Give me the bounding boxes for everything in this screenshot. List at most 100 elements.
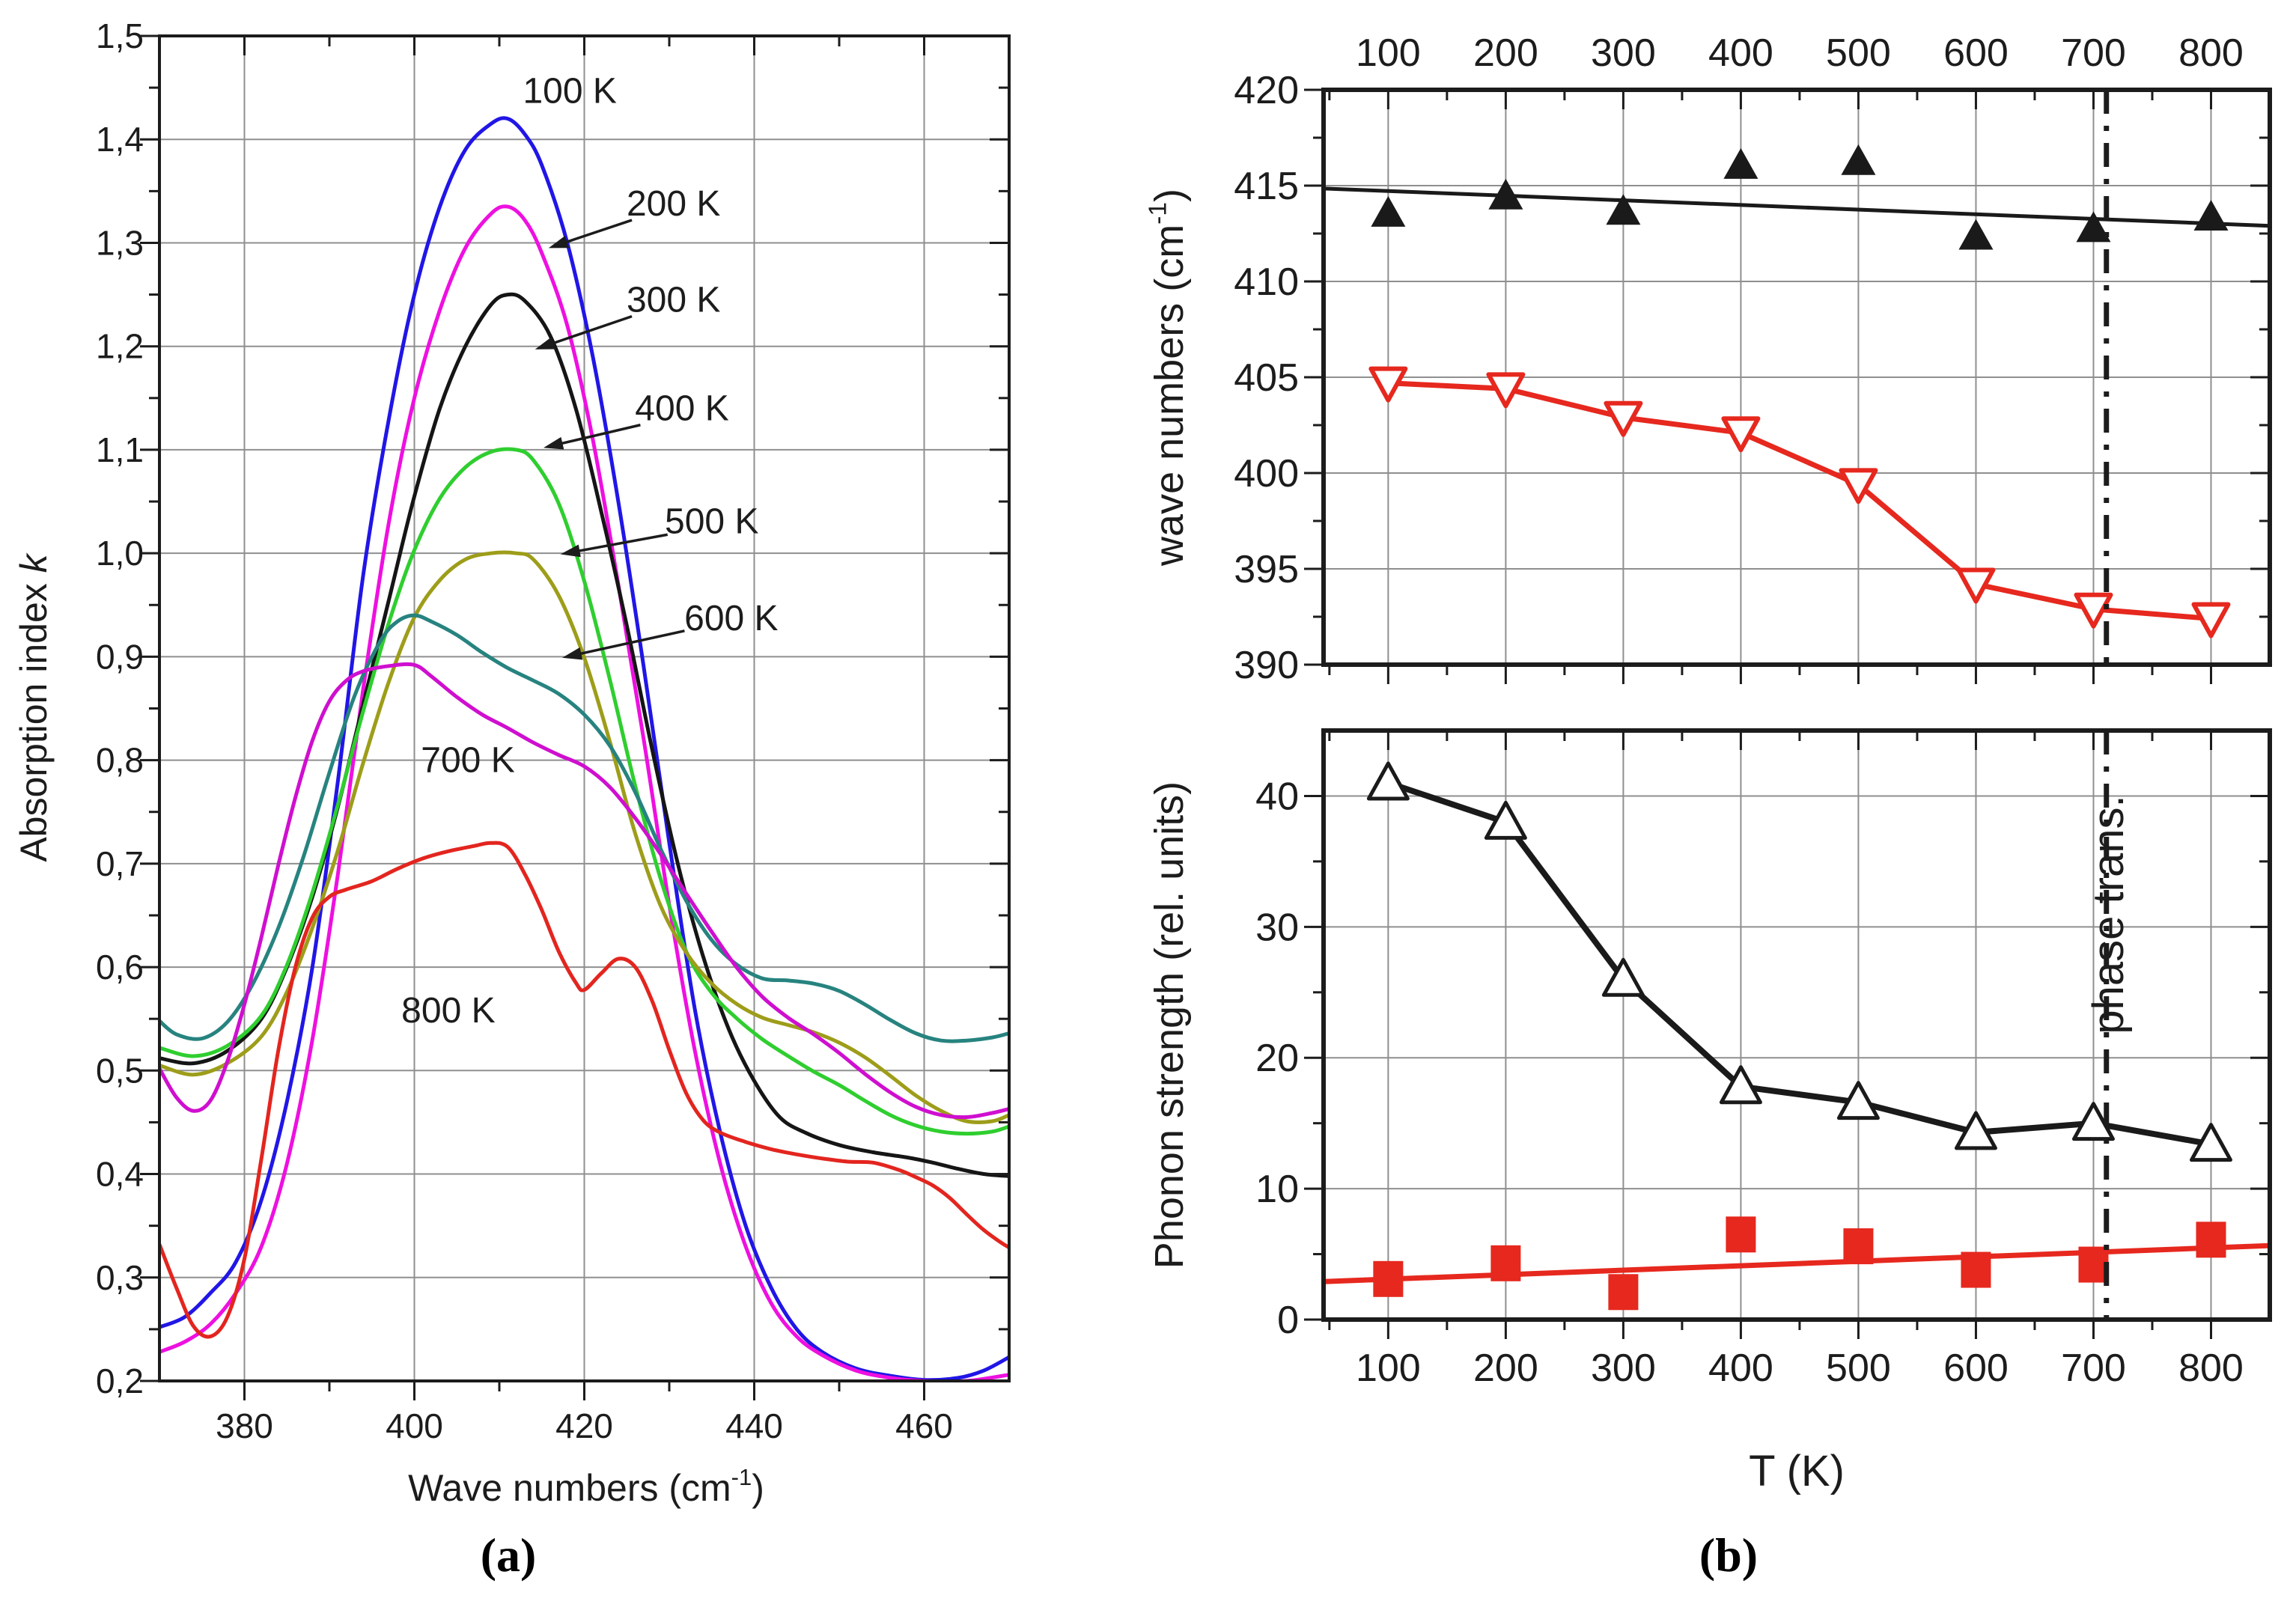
temp-label: 300 K	[627, 280, 720, 320]
b-y-tick: 415	[1234, 165, 1299, 208]
triangle-up-filled-marker	[1606, 194, 1641, 225]
panel-b-bottom-y-label: Phonon strength (rel. units)	[1147, 781, 1192, 1269]
square-filled-marker	[1373, 1260, 1404, 1297]
triangle-down-open-marker	[1604, 400, 1643, 437]
temp-label: 500 K	[665, 501, 758, 541]
triangle-up-open-marker	[1484, 800, 1527, 840]
spectra-curves	[159, 116, 1009, 1381]
curve-400-K	[159, 447, 1009, 1136]
panel-a-y-tick: 0,7	[96, 844, 144, 883]
b-bottom-x-tick: 300	[1591, 1347, 1656, 1390]
curve-800-K	[159, 841, 1009, 1339]
b-top-x-tick: 500	[1826, 31, 1891, 75]
triangle-down-open-marker	[1839, 468, 1878, 504]
phase-trans-label: phase trans.	[2084, 795, 2133, 1034]
b-bottom-x-tick: 600	[1943, 1347, 2009, 1390]
panel-a-caption: (a)	[480, 1528, 537, 1582]
panel-a-y-tick: 1,5	[96, 16, 144, 55]
black-filled-triangles	[1371, 144, 2229, 250]
b-bottom-x-tick: 400	[1708, 1347, 1773, 1390]
black-open-triangles	[1366, 761, 2232, 1162]
b-y-tick: 390	[1234, 644, 1299, 687]
panel-a-y-tick: 0,8	[96, 741, 144, 780]
panel-b-top: 100 200 300 400 500 600 700 800 390 395 400 405 410 4…	[1144, 31, 2272, 687]
triangle-up-open-marker	[1954, 1111, 1997, 1150]
triangle-down-open-marker	[2074, 592, 2113, 629]
b-y-tick: 405	[1234, 356, 1299, 400]
square-filled-marker	[1961, 1251, 1991, 1288]
series-line	[1388, 380, 2211, 622]
b-top-x-tick: 300	[1591, 31, 1656, 75]
triangle-up-open-marker	[1366, 761, 1410, 801]
triangle-up-filled-marker	[1371, 195, 1406, 227]
triangle-up-filled-marker	[1723, 147, 1758, 179]
b-y-tick: 0	[1277, 1299, 1299, 1342]
b-bottom-x-tick: 500	[1826, 1347, 1891, 1390]
square-filled-marker	[1726, 1216, 1756, 1253]
curve-200-K	[159, 204, 1009, 1381]
b-top-x-tick: 600	[1943, 31, 2009, 75]
triangle-down-open-marker	[1721, 416, 1761, 453]
triangle-down-open-marker	[2191, 602, 2231, 638]
triangle-down-open-marker	[1486, 372, 1526, 409]
temp-label: 400 K	[635, 389, 728, 429]
series-line	[1387, 780, 2212, 1147]
triangle-up-filled-marker	[1958, 219, 1994, 250]
panel-a-y-label: Absorption index k	[13, 552, 55, 862]
temp-label: 100 K	[523, 71, 616, 111]
b-y-tick: 395	[1234, 548, 1299, 591]
triangle-up-open-marker	[1836, 1081, 1880, 1120]
panel-a-x-tick: 400	[386, 1406, 443, 1445]
panel-a-y-tick: 1,2	[96, 327, 144, 366]
fit-line	[1323, 186, 2271, 228]
b-y-tick: 40	[1255, 775, 1299, 818]
b-top-x-tick: 700	[2061, 31, 2126, 75]
curve-500-K	[159, 550, 1009, 1124]
panel-a-y-tick: 0,3	[96, 1258, 144, 1297]
triangle-down-open-marker	[1956, 567, 1996, 604]
triangle-up-filled-marker	[2193, 199, 2229, 231]
temperature-labels: 100 K 200 K 300 K 400 K 500 K 600 K 700 K 800 K	[401, 71, 778, 1031]
panel-a-y-tick: 1,4	[96, 120, 144, 159]
temp-label: 200 K	[627, 184, 720, 224]
b-y-tick: 410	[1234, 260, 1299, 304]
panel-a-x-label: Wave numbers (cm-1)	[408, 1464, 764, 1509]
triangle-up-filled-marker	[2076, 211, 2111, 243]
b-top-x-tick: 800	[2178, 31, 2244, 75]
b-y-tick: 20	[1255, 1037, 1299, 1080]
b-y-tick: 10	[1255, 1168, 1299, 1211]
b-bottom-x-tick: 100	[1356, 1347, 1421, 1390]
panel-a-y-tick: 1,1	[96, 430, 144, 469]
b-bottom-x-tick: 700	[2061, 1347, 2126, 1390]
temp-label: 600 K	[684, 599, 778, 638]
curve-100-K	[159, 116, 1009, 1381]
curve-700-K	[159, 662, 1009, 1120]
square-filled-marker	[1608, 1274, 1639, 1311]
b-bottom-x-tick: 200	[1473, 1347, 1538, 1390]
triangle-down-open-marker	[1368, 366, 1408, 403]
panel-a-y-tick: 0,5	[96, 1051, 144, 1090]
curve-600-K	[159, 613, 1009, 1043]
square-filled-marker	[1490, 1245, 1521, 1281]
triangle-up-filled-marker	[1841, 144, 1876, 175]
red-open-down-triangles	[1368, 366, 2231, 638]
panel-b-bottom: 100 200 300 400 500 600 700 800 0 10 20 30 40 Phonon …	[1147, 728, 2272, 1495]
b-bottom-x-tick: 800	[2178, 1347, 2244, 1390]
fit-line	[1323, 1242, 2271, 1284]
square-filled-marker	[2196, 1222, 2226, 1258]
b-top-x-tick: 100	[1356, 31, 1421, 75]
panel-a-x-tick: 380	[216, 1406, 273, 1445]
panel-b-caption: (b)	[1699, 1528, 1758, 1582]
red-filled-squares	[1373, 1216, 2226, 1311]
b-y-tick: 30	[1255, 906, 1299, 949]
panel-b-top-y-label: wave numbers (cm-1)	[1144, 189, 1192, 567]
panel-a-y-tick: 0,9	[96, 637, 144, 676]
panel-a-y-tick: 1,0	[96, 534, 144, 573]
triangle-up-open-marker	[2071, 1102, 2115, 1141]
triangle-up-open-marker	[2189, 1123, 2232, 1162]
triangle-up-filled-marker	[1488, 178, 1523, 210]
panel-a-y-tick: 0,2	[96, 1361, 144, 1400]
b-top-x-tick: 200	[1473, 31, 1538, 75]
